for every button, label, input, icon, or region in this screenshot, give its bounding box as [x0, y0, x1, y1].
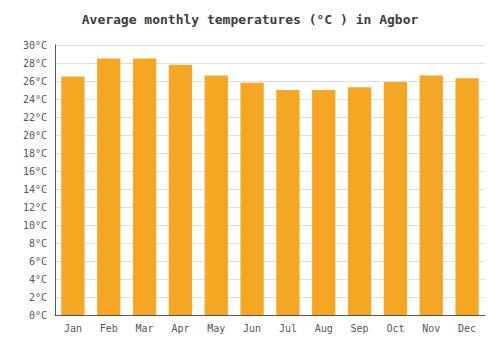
svg-text:24°C: 24°C	[23, 94, 47, 105]
svg-text:30°C: 30°C	[23, 40, 47, 51]
svg-text:Jun: Jun	[243, 323, 261, 334]
svg-text:14°C: 14°C	[23, 184, 47, 195]
svg-text:Average monthly temperatures (: Average monthly temperatures (°C ) in Ag…	[82, 12, 419, 27]
svg-text:10°C: 10°C	[23, 220, 47, 231]
svg-text:8°C: 8°C	[29, 238, 47, 249]
svg-text:0°C: 0°C	[29, 310, 47, 321]
svg-text:18°C: 18°C	[23, 148, 47, 159]
svg-text:16°C: 16°C	[23, 166, 47, 177]
svg-text:26°C: 26°C	[23, 76, 47, 87]
svg-text:Mar: Mar	[136, 323, 154, 334]
svg-text:Oct: Oct	[386, 323, 404, 334]
svg-text:Sep: Sep	[351, 323, 369, 334]
svg-text:Apr: Apr	[171, 323, 189, 334]
svg-text:6°C: 6°C	[29, 256, 47, 267]
svg-text:12°C: 12°C	[23, 202, 47, 213]
svg-text:Jan: Jan	[64, 323, 82, 334]
svg-text:4°C: 4°C	[29, 274, 47, 285]
svg-text:20°C: 20°C	[23, 130, 47, 141]
svg-text:Jul: Jul	[279, 323, 297, 334]
svg-text:28°C: 28°C	[23, 58, 47, 69]
svg-text:Feb: Feb	[100, 323, 118, 334]
svg-text:Aug: Aug	[315, 323, 333, 334]
svg-text:Nov: Nov	[422, 323, 440, 334]
svg-text:2°C: 2°C	[29, 292, 47, 303]
svg-text:Dec: Dec	[458, 323, 476, 334]
svg-text:May: May	[207, 323, 225, 334]
svg-text:22°C: 22°C	[23, 112, 47, 123]
